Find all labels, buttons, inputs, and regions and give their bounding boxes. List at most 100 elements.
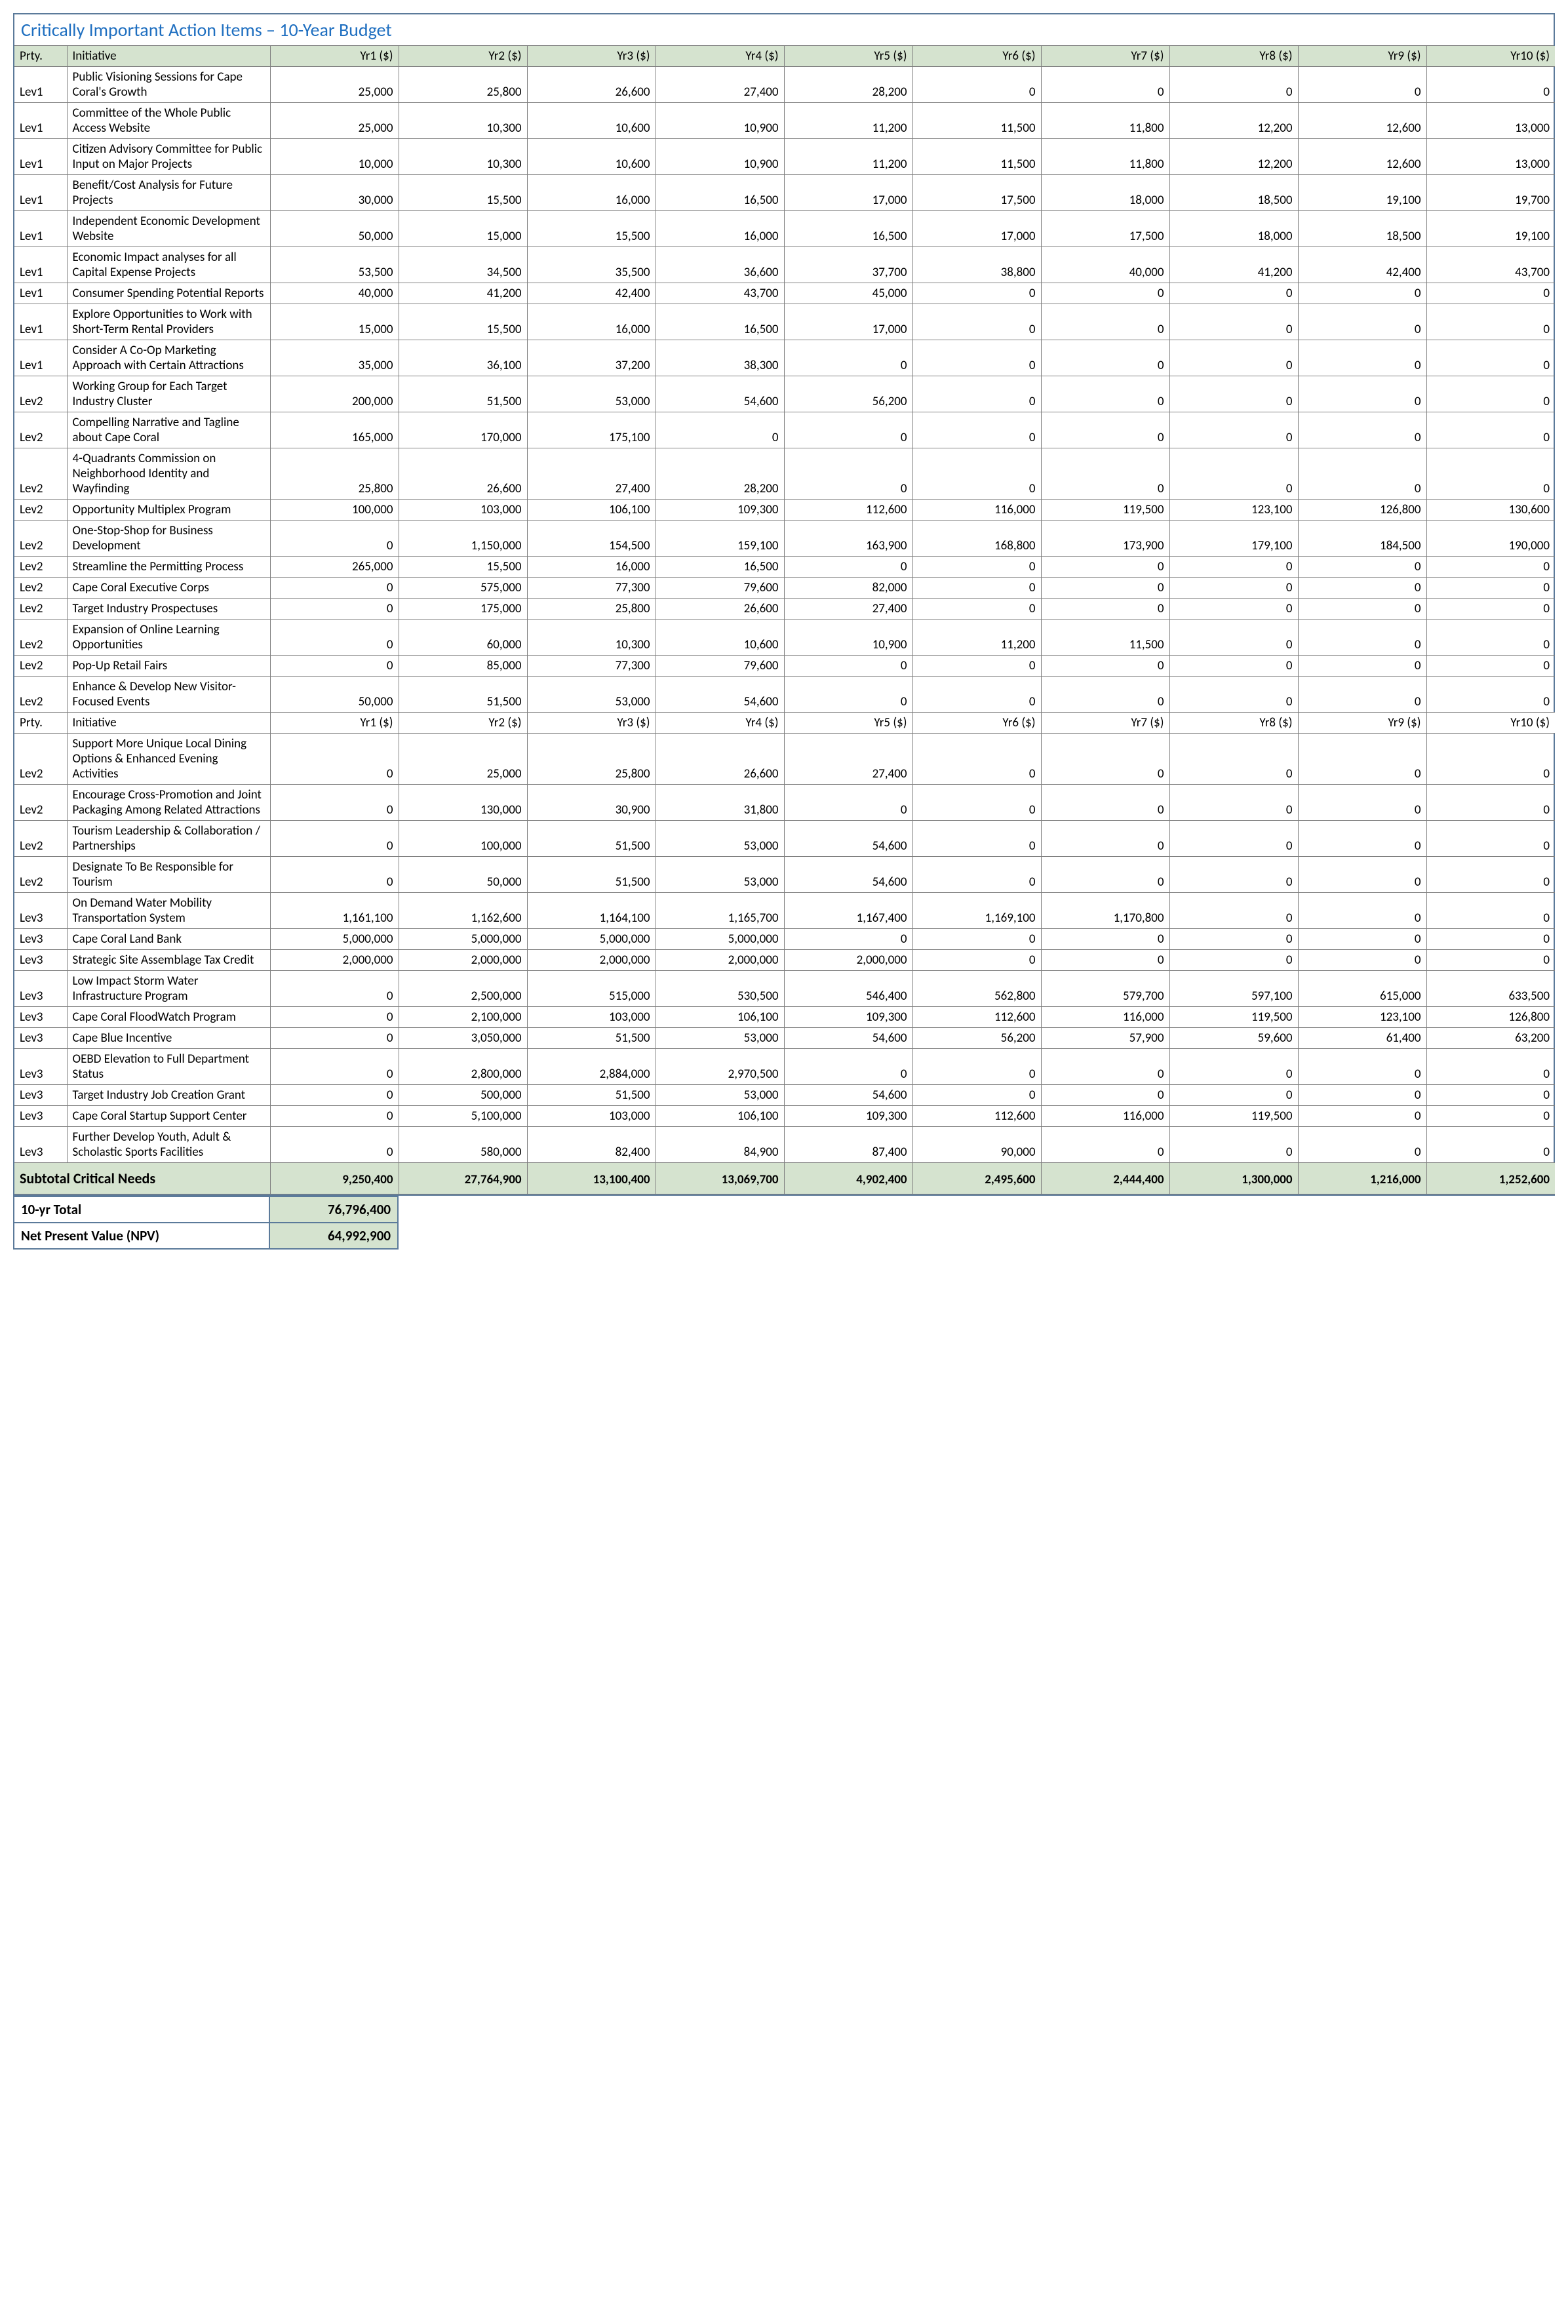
cell-value: 126,800 xyxy=(1426,1007,1555,1028)
col-initiative: Initiative xyxy=(67,713,270,734)
cell-value: 0 xyxy=(1169,785,1298,821)
cell-value: 184,500 xyxy=(1298,521,1426,557)
table-row: Lev2Pop-Up Retail Fairs085,00077,30079,6… xyxy=(14,656,1555,677)
cell-value: 0 xyxy=(270,656,399,677)
cell-value: 0 xyxy=(912,283,1041,304)
cell-value: 63,200 xyxy=(1426,1028,1555,1049)
cell-value: 0 xyxy=(1298,376,1426,412)
cell-value: 16,000 xyxy=(527,304,656,340)
cell-prty: Lev1 xyxy=(14,340,67,376)
cell-value: 5,000,000 xyxy=(399,929,527,950)
cell-value: 0 xyxy=(1426,857,1555,893)
cell-value: 0 xyxy=(1169,656,1298,677)
table-row: Lev1Independent Economic Development Web… xyxy=(14,211,1555,247)
table-row: Lev1Committee of the Whole Public Access… xyxy=(14,103,1555,139)
cell-value: 0 xyxy=(1298,785,1426,821)
cell-value: 10,900 xyxy=(656,103,784,139)
cell-value: 57,900 xyxy=(1041,1028,1169,1049)
cell-value: 168,800 xyxy=(912,521,1041,557)
cell-value: 0 xyxy=(1426,1106,1555,1127)
cell-value: 0 xyxy=(784,412,912,448)
cell-value: 53,000 xyxy=(527,376,656,412)
cell-value: 25,800 xyxy=(399,67,527,103)
cell-value: 42,400 xyxy=(1298,247,1426,283)
subtotal-row: Subtotal Critical Needs9,250,40027,764,9… xyxy=(14,1163,1555,1194)
footer-row: Net Present Value (NPV)64,992,900 xyxy=(14,1223,398,1249)
cell-value: 16,500 xyxy=(656,557,784,578)
budget-table-container: Critically Important Action Items – 10-Y… xyxy=(13,13,1555,1196)
cell-value: 15,500 xyxy=(399,304,527,340)
cell-value: 35,500 xyxy=(527,247,656,283)
subtotal-value: 27,764,900 xyxy=(399,1163,527,1194)
cell-value: 12,200 xyxy=(1169,103,1298,139)
cell-value: 0 xyxy=(1041,821,1169,857)
cell-value: 0 xyxy=(1298,656,1426,677)
cell-value: 0 xyxy=(1426,785,1555,821)
cell-prty: Lev2 xyxy=(14,448,67,500)
cell-value: 12,200 xyxy=(1169,139,1298,175)
cell-value: 0 xyxy=(1426,340,1555,376)
table-row: Lev3Cape Coral Startup Support Center05,… xyxy=(14,1106,1555,1127)
cell-value: 16,500 xyxy=(656,304,784,340)
cell-value: 82,000 xyxy=(784,578,912,599)
cell-value: 0 xyxy=(912,677,1041,713)
cell-value: 0 xyxy=(1426,412,1555,448)
cell-prty: Lev2 xyxy=(14,821,67,857)
cell-value: 170,000 xyxy=(399,412,527,448)
cell-value: 0 xyxy=(1298,677,1426,713)
cell-value: 59,600 xyxy=(1169,1028,1298,1049)
cell-value: 0 xyxy=(270,1049,399,1085)
cell-value: 11,200 xyxy=(784,139,912,175)
table-row: Lev2Support More Unique Local Dining Opt… xyxy=(14,734,1555,785)
cell-value: 109,300 xyxy=(656,500,784,521)
cell-value: 119,500 xyxy=(1169,1007,1298,1028)
cell-value: 54,600 xyxy=(656,376,784,412)
budget-table: Prty.InitiativeYr1 ($)Yr2 ($)Yr3 ($)Yr4 … xyxy=(14,46,1555,1194)
cell-value: 90,000 xyxy=(912,1127,1041,1163)
cell-value: 28,200 xyxy=(784,67,912,103)
cell-value: 0 xyxy=(1169,893,1298,929)
cell-value: 1,165,700 xyxy=(656,893,784,929)
cell-value: 19,100 xyxy=(1426,211,1555,247)
cell-value: 26,600 xyxy=(656,734,784,785)
cell-value: 38,300 xyxy=(656,340,784,376)
cell-value: 116,000 xyxy=(912,500,1041,521)
cell-value: 3,050,000 xyxy=(399,1028,527,1049)
cell-value: 0 xyxy=(1041,734,1169,785)
cell-value: 0 xyxy=(1169,1049,1298,1085)
cell-value: 25,000 xyxy=(270,67,399,103)
cell-value: 0 xyxy=(1298,557,1426,578)
cell-initiative: OEBD Elevation to Full Department Status xyxy=(67,1049,270,1085)
cell-value: 175,100 xyxy=(527,412,656,448)
cell-prty: Lev1 xyxy=(14,175,67,211)
cell-value: 1,170,800 xyxy=(1041,893,1169,929)
cell-value: 34,500 xyxy=(399,247,527,283)
table-row: Lev1Public Visioning Sessions for Cape C… xyxy=(14,67,1555,103)
cell-value: 123,100 xyxy=(1298,1007,1426,1028)
cell-prty: Lev2 xyxy=(14,857,67,893)
cell-value: 0 xyxy=(784,557,912,578)
cell-value: 11,800 xyxy=(1041,139,1169,175)
cell-value: 579,700 xyxy=(1041,971,1169,1007)
cell-value: 109,300 xyxy=(784,1106,912,1127)
cell-initiative: Support More Unique Local Dining Options… xyxy=(67,734,270,785)
footer-label: 10-yr Total xyxy=(14,1196,269,1223)
cell-value: 130,600 xyxy=(1426,500,1555,521)
cell-value: 0 xyxy=(1426,677,1555,713)
cell-initiative: Economic Impact analyses for all Capital… xyxy=(67,247,270,283)
cell-value: 2,000,000 xyxy=(270,950,399,971)
cell-value: 18,500 xyxy=(1169,175,1298,211)
cell-value: 0 xyxy=(1298,1049,1426,1085)
col-yr: Yr3 ($) xyxy=(527,713,656,734)
table-row: Lev2Compelling Narrative and Tagline abo… xyxy=(14,412,1555,448)
cell-value: 123,100 xyxy=(1169,500,1298,521)
cell-value: 77,300 xyxy=(527,578,656,599)
cell-value: 0 xyxy=(1041,929,1169,950)
cell-initiative: Benefit/Cost Analysis for Future Project… xyxy=(67,175,270,211)
cell-initiative: Cape Blue Incentive xyxy=(67,1028,270,1049)
cell-value: 0 xyxy=(1426,1127,1555,1163)
cell-value: 25,800 xyxy=(527,599,656,620)
cell-value: 50,000 xyxy=(270,211,399,247)
cell-initiative: Public Visioning Sessions for Cape Coral… xyxy=(67,67,270,103)
cell-value: 30,000 xyxy=(270,175,399,211)
